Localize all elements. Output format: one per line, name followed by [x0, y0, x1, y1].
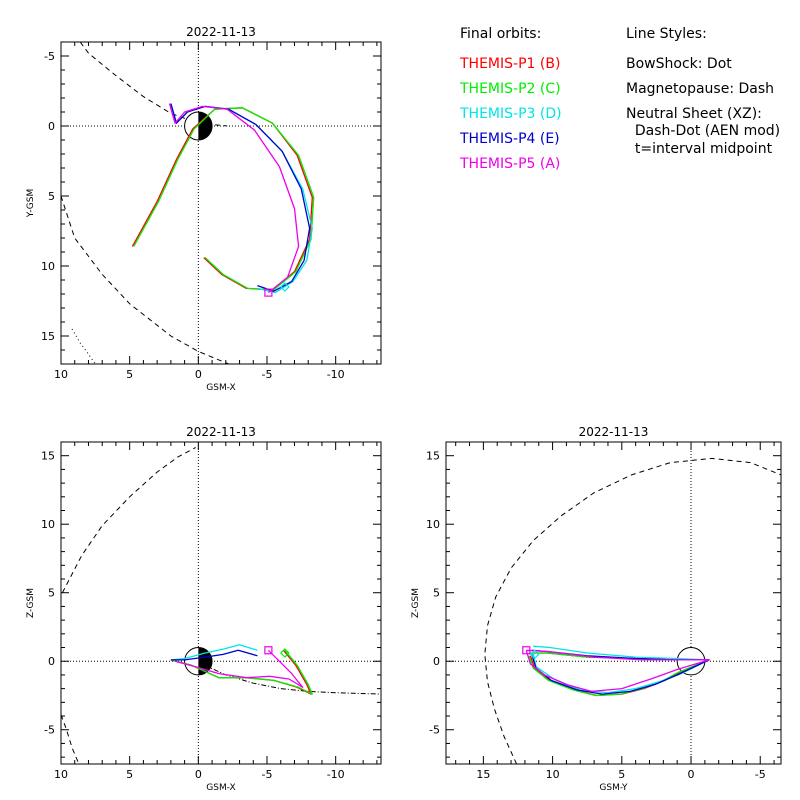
x-axis-label: GSM-X	[206, 783, 235, 793]
y-axis-label: Y-GSM	[26, 189, 36, 218]
x-tick-label: -5	[262, 768, 273, 781]
position-marker-square	[264, 646, 273, 655]
legend-probe-p1: THEMIS-P1 (B)	[460, 56, 561, 72]
x-axis-label: GSM-X	[206, 383, 235, 393]
x-tick-label: 0	[195, 368, 202, 381]
boundary-bowshock	[71, 328, 96, 364]
boundary-magnetopause	[484, 457, 781, 764]
plot-panel-3: 15 10 5 0 -5 -5 0 5 10 15 2022-11-13 GSM-Y Z-GSM	[411, 425, 782, 793]
orbit-themis-p5	[525, 649, 710, 693]
orbit-themis-p3	[170, 644, 258, 661]
legend-style-neutral-sheet: Neutral Sheet (XZ):	[626, 106, 762, 122]
plot-area	[61, 42, 315, 364]
orbit-themis-p5	[174, 649, 304, 688]
y-tick-label: -5	[44, 50, 55, 63]
y-axis-label: Z-GSM	[411, 588, 421, 618]
plot-title: 2022-11-13	[579, 425, 649, 439]
x-tick-label: 5	[126, 368, 133, 381]
y-tick-label: 0	[433, 655, 440, 668]
plot-frame	[60, 41, 382, 365]
y-tick-label: 15	[41, 450, 55, 463]
plot-area	[484, 457, 781, 764]
y-tick-label: 10	[426, 518, 440, 531]
legend-left-title: Final orbits:	[460, 26, 542, 42]
y-tick-label: 15	[41, 330, 55, 343]
plot-title: 2022-11-13	[186, 425, 256, 439]
legend-right-title: Line Styles:	[626, 26, 707, 42]
orbit-themis-p4	[170, 103, 311, 292]
plot-panel-2: 10 5 0 -5 -10 -5 0 5 10 15 2022-11-13 GSM-X Z-GSM	[26, 425, 382, 793]
plot-title: 2022-11-13	[186, 25, 256, 39]
orbit-themis-p2	[133, 107, 315, 291]
x-tick-label: 5	[618, 768, 625, 781]
y-tick-label: -5	[429, 724, 440, 737]
legend-probe-p5: THEMIS-P5 (A)	[460, 156, 561, 172]
boundary-magnetopause-lower	[61, 714, 80, 764]
x-tick-label: 10	[54, 368, 68, 381]
position-marker-diamond	[280, 282, 290, 292]
y-tick-label: 15	[426, 450, 440, 463]
x-tick-label: -5	[262, 368, 273, 381]
orbit-themis-p4	[531, 649, 710, 695]
y-tick-label: 0	[48, 655, 55, 668]
plot-panel-1: 10 5 0 -5 -10 15 10 5 0 -5 2022-11-13 GSM-X Y-GSM	[26, 25, 382, 393]
legend-probe-p3: THEMIS-P3 (D)	[460, 106, 562, 122]
boundary-magnetopause-lower	[61, 195, 229, 364]
y-tick-label: 10	[41, 260, 55, 273]
x-tick-label: -10	[327, 368, 345, 381]
y-tick-label: 5	[433, 587, 440, 600]
position-marker-diamond	[280, 648, 290, 658]
position-marker-square	[264, 288, 273, 297]
earth-night-side-icon	[198, 112, 213, 140]
y-axis-label: Z-GSM	[26, 588, 36, 618]
plot-frame	[60, 441, 382, 765]
legend-style-magnetopause: Magnetopause: Dash	[626, 81, 775, 97]
legend-probe-p4: THEMIS-P4 (E)	[460, 131, 560, 147]
position-marker-diamond	[529, 649, 540, 660]
y-tick-label: 10	[41, 518, 55, 531]
x-tick-label: -10	[327, 768, 345, 781]
legend-style-midpoint: t=interval midpoint	[626, 141, 773, 157]
x-axis-label: GSM-Y	[599, 783, 628, 793]
position-marker-square	[522, 646, 531, 655]
x-tick-label: 10	[54, 768, 68, 781]
y-tick-label: 5	[48, 587, 55, 600]
orbit-themis-p2	[170, 649, 313, 695]
y-tick-label: -5	[44, 724, 55, 737]
x-tick-label: -5	[755, 768, 766, 781]
orbit-themis-p5	[168, 103, 300, 294]
x-tick-label: 10	[546, 768, 560, 781]
y-tick-label: 5	[48, 190, 55, 203]
x-tick-label: 0	[195, 768, 202, 781]
plot-area	[61, 447, 381, 764]
orbit-themis-p4	[170, 649, 258, 661]
x-tick-label: 15	[476, 768, 490, 781]
legend-probe-p2: THEMIS-P2 (C)	[460, 81, 561, 97]
plot-frame	[445, 441, 782, 765]
legend-style-bowshock: BowShock: Dot	[626, 56, 732, 72]
x-tick-label: 0	[688, 768, 695, 781]
boundary-magnetopause	[61, 447, 196, 593]
y-tick-label: 0	[48, 120, 55, 133]
legend-style-neutral-sheet-model: Dash-Dot (AEN mod)	[626, 123, 781, 139]
x-tick-label: 5	[126, 768, 133, 781]
